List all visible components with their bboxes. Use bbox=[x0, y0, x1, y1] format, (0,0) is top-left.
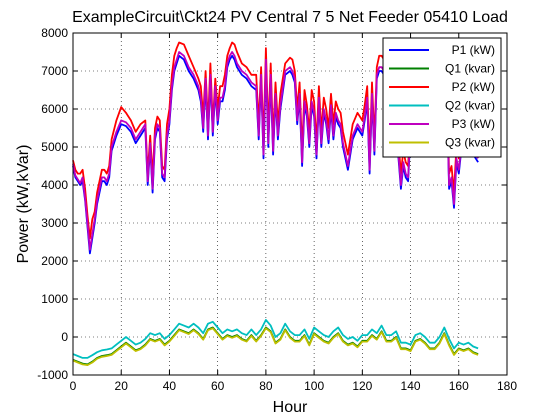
y-tick-label: 4000 bbox=[41, 178, 68, 192]
legend: P1 (kW) Q1 (kvar) P2 (kW) Q2 (kvar) P3 (kW) Q… bbox=[382, 37, 502, 158]
x-tick-label: 80 bbox=[259, 379, 273, 393]
x-tick-label: 20 bbox=[115, 379, 129, 393]
y-tick-label: 1000 bbox=[41, 292, 68, 306]
x-tick-label: 140 bbox=[401, 379, 421, 393]
y-tick-label: 8000 bbox=[41, 26, 68, 40]
y-tick-label: 7000 bbox=[41, 64, 68, 78]
ticks: 0 20 40 60 80 100 120 140 160 180-100001000200030… bbox=[37, 26, 517, 393]
legend-label: P2 (kW) bbox=[452, 80, 495, 94]
x-tick-label: 0 bbox=[70, 379, 77, 393]
plot-frame bbox=[72, 32, 508, 376]
legend-label: Q2 (kvar) bbox=[445, 99, 495, 113]
y-tick-label: -1000 bbox=[37, 368, 68, 382]
series-line bbox=[72, 318, 479, 359]
y-tick-label: 0 bbox=[61, 330, 68, 344]
x-tick-label: 60 bbox=[211, 379, 225, 393]
series-line bbox=[72, 327, 479, 367]
x-tick-label: 100 bbox=[304, 379, 324, 393]
x-axis-label: Hour bbox=[273, 399, 308, 416]
chart-title: ExampleCircuit\Ckt24 PV Central 7 5 Net … bbox=[72, 9, 508, 26]
y-axis-label: Power (kW,kVar) bbox=[15, 145, 32, 264]
legend-box bbox=[382, 37, 502, 158]
y-tick-label: 5000 bbox=[41, 140, 68, 154]
legend-label: P3 (kW) bbox=[452, 117, 495, 131]
x-tick-label: 40 bbox=[163, 379, 177, 393]
legend-label: Q3 (kvar) bbox=[445, 136, 495, 150]
series-line bbox=[72, 51, 479, 251]
x-tick-label: 180 bbox=[497, 379, 517, 393]
legend-label: P1 (kW) bbox=[452, 43, 495, 57]
legend-label: Q1 (kvar) bbox=[445, 62, 495, 76]
y-tick-label: 2000 bbox=[41, 254, 68, 268]
y-tick-label: 6000 bbox=[41, 102, 68, 116]
x-tick-label: 120 bbox=[352, 379, 372, 393]
y-tick-label: 3000 bbox=[41, 216, 68, 230]
x-tick-label: 160 bbox=[449, 379, 469, 393]
